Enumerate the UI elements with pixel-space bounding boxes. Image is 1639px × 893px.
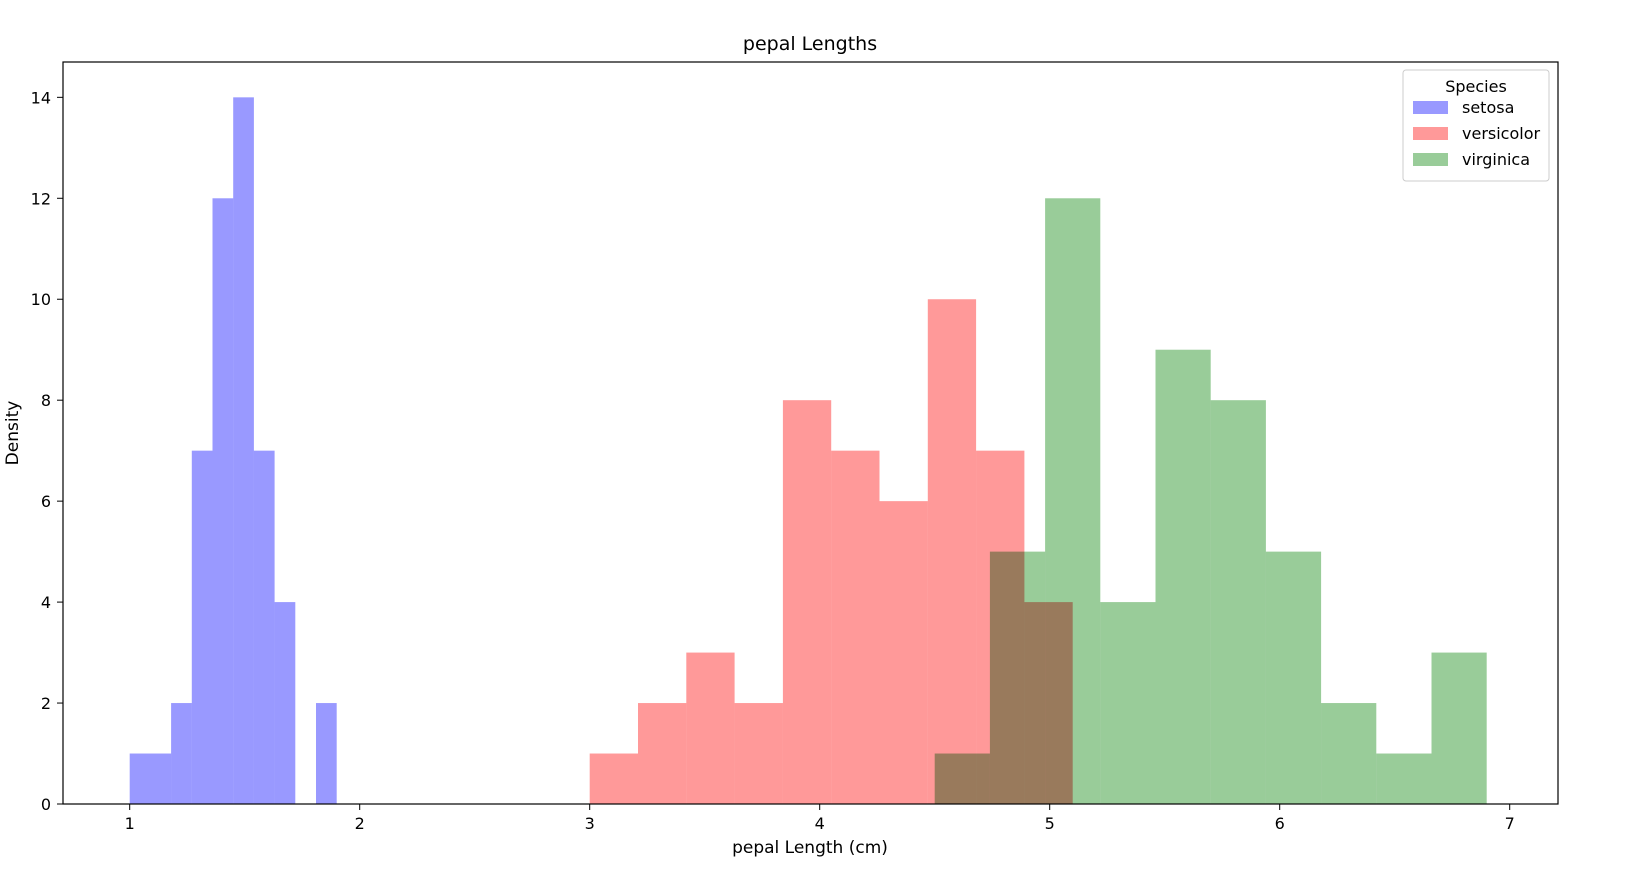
bar-versicolor	[589, 753, 638, 804]
legend-entries: setosa versicolor virginica	[1413, 98, 1540, 169]
bar-versicolor	[879, 501, 928, 804]
x-axis-ticks: 1 2 3 4 5 6 7	[125, 804, 1515, 833]
bar-setosa	[212, 198, 234, 805]
y-axis-ticks: 0 2 4 6 8 10 12 14	[31, 88, 63, 814]
legend-swatch-virginica	[1413, 153, 1448, 166]
y-axis-label: Density	[3, 401, 23, 466]
legend-label-versicolor: versicolor	[1462, 124, 1540, 143]
bar-virginica	[1100, 602, 1156, 804]
y-tick-label: 6	[41, 492, 51, 511]
y-tick-label: 2	[41, 694, 51, 713]
bar-virginica	[1431, 652, 1487, 804]
bar-versicolor	[686, 652, 735, 804]
y-tick-label: 14	[31, 88, 51, 107]
bar-setosa	[316, 703, 337, 804]
y-tick-label: 0	[41, 795, 51, 814]
y-tick-label: 4	[41, 593, 51, 612]
bar-virginica	[934, 753, 990, 804]
bar-virginica	[1376, 753, 1432, 804]
x-axis-label: pepal Length (cm)	[732, 838, 888, 858]
bar-virginica	[1045, 198, 1101, 805]
bar-versicolor	[831, 450, 880, 804]
bar-virginica	[1321, 703, 1377, 804]
bar-virginica	[989, 551, 1046, 804]
y-tick-label: 10	[31, 290, 51, 309]
x-tick-label: 6	[1275, 814, 1285, 833]
bar-versicolor	[734, 703, 783, 804]
x-tick-label: 3	[585, 814, 595, 833]
legend-label-virginica: virginica	[1462, 150, 1530, 169]
series-virginica	[934, 198, 1487, 805]
bar-setosa	[171, 703, 192, 804]
bar-virginica	[1265, 551, 1322, 804]
bar-setosa	[253, 450, 275, 804]
legend-swatch-setosa	[1413, 101, 1448, 114]
bar-setosa	[129, 753, 172, 804]
bar-versicolor	[782, 400, 832, 804]
bar-setosa	[191, 450, 213, 804]
bar-versicolor	[638, 703, 687, 804]
bar-versicolor	[927, 299, 977, 804]
legend-label-setosa: setosa	[1462, 98, 1514, 117]
legend: Species setosa versicolor virginica	[1402, 69, 1550, 182]
bar-virginica	[1210, 400, 1266, 804]
bar-setosa	[274, 602, 296, 804]
legend-title: Species	[1445, 77, 1507, 96]
x-tick-label: 1	[125, 814, 135, 833]
y-tick-label: 12	[31, 189, 51, 208]
y-tick-label: 8	[41, 391, 51, 410]
plot-frame	[62, 61, 1559, 805]
bar-setosa	[233, 97, 254, 805]
x-tick-label: 5	[1045, 814, 1055, 833]
chart-title: pepal Lengths	[743, 33, 877, 55]
plot-area	[129, 97, 1487, 805]
x-tick-label: 4	[815, 814, 825, 833]
x-tick-label: 7	[1505, 814, 1515, 833]
legend-swatch-versicolor	[1413, 127, 1448, 140]
series-versicolor	[589, 299, 1073, 804]
x-tick-label: 2	[355, 814, 365, 833]
bar-virginica	[1155, 349, 1211, 804]
series-setosa	[129, 97, 337, 805]
